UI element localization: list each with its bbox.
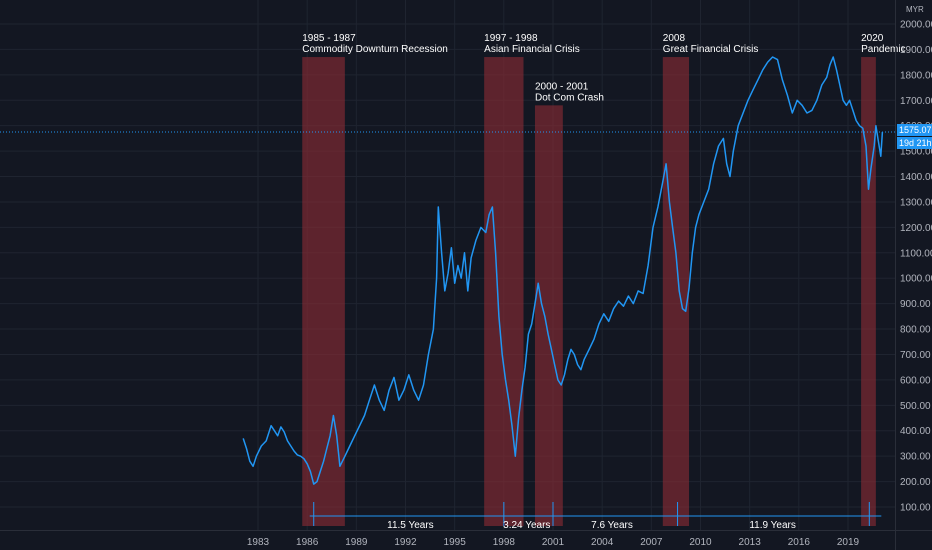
- series-layer: [0, 56, 895, 485]
- y-tick-label: 1500.00: [900, 147, 932, 158]
- duration-label: 11.5 Years: [387, 520, 434, 531]
- period-label: Asian Financial Crisis: [484, 44, 580, 55]
- y-tick-label: 700.00: [900, 350, 931, 361]
- y-tick-label: 900.00: [900, 299, 931, 310]
- y-tick-label: 1300.00: [900, 197, 932, 208]
- last-price-badge: [897, 124, 932, 136]
- period-label: Commodity Downturn Recession: [302, 44, 448, 55]
- last-price-label: 1575.07: [899, 125, 932, 135]
- countdown-badge: [897, 137, 932, 149]
- x-tick-label: 1995: [444, 537, 467, 548]
- countdown-label: 19d 21h: [899, 138, 932, 148]
- period-label: 2008: [663, 33, 686, 44]
- duration-ruler: 11.5 Years 3.24 Years 7.6 Years 11.9 Years: [309, 502, 882, 531]
- x-tick-label: 1986: [296, 537, 319, 548]
- currency-unit: MYR: [906, 5, 924, 14]
- x-tick-label: 2007: [640, 537, 663, 548]
- y-tick-label: 600.00: [900, 375, 931, 386]
- x-tick-label: 1989: [345, 537, 368, 548]
- x-tick-label: 2013: [739, 537, 762, 548]
- y-tick-label: 1800.00: [900, 70, 932, 81]
- y-tick-label: 1000.00: [900, 274, 932, 285]
- y-tick-label: 200.00: [900, 477, 931, 488]
- y-tick-label: 300.00: [900, 452, 931, 463]
- period-label: Pandemic: [861, 44, 905, 55]
- shaded-period: [861, 57, 876, 527]
- shaded-period: [484, 57, 524, 527]
- period-label: Great Financial Crisis: [663, 44, 759, 55]
- y-tick-label: 1100.00: [900, 248, 932, 259]
- time-axis[interactable]: 1983 1986 1989 1992 1995 1998 2001 2004 2007 2010…: [0, 530, 932, 549]
- duration-label: 7.6 Years: [591, 520, 633, 531]
- duration-label: 11.9 Years: [749, 520, 796, 531]
- x-tick-label: 2010: [689, 537, 712, 548]
- duration-label: 3.24 Years: [503, 520, 550, 531]
- y-tick-label: 500.00: [900, 401, 931, 412]
- period-label: Dot Com Crash: [535, 92, 604, 103]
- y-tick-label: 1200.00: [900, 223, 932, 234]
- y-tick-label: 800.00: [900, 325, 931, 336]
- price-badges: 1575.07 19d 21h: [897, 124, 932, 149]
- period-label: 2020: [861, 33, 884, 44]
- price-line: [242, 56, 884, 485]
- x-tick-label: 2019: [837, 537, 860, 548]
- y-tick-label: 1400.00: [900, 172, 932, 183]
- period-label: 2000 - 2001: [535, 81, 589, 92]
- y-tick-label: 1700.00: [900, 96, 932, 107]
- y-tick-label: 1900.00: [900, 45, 932, 56]
- shaded-period: [534, 105, 563, 527]
- period-label: 1985 - 1987: [302, 33, 356, 44]
- x-tick-label: 2001: [542, 537, 565, 548]
- y-tick-label: 400.00: [900, 426, 931, 437]
- x-tick-label: 1992: [394, 537, 417, 548]
- x-tick-label: 2004: [591, 537, 614, 548]
- period-label: 1997 - 1998: [484, 33, 538, 44]
- x-tick-label: 2016: [788, 537, 811, 548]
- x-tick-label: 1998: [493, 537, 516, 548]
- shaded-period: [662, 57, 690, 527]
- y-tick-label: 100.00: [900, 503, 931, 514]
- y-tick-label: 2000.00: [900, 20, 932, 31]
- x-tick-label: 1983: [247, 537, 270, 548]
